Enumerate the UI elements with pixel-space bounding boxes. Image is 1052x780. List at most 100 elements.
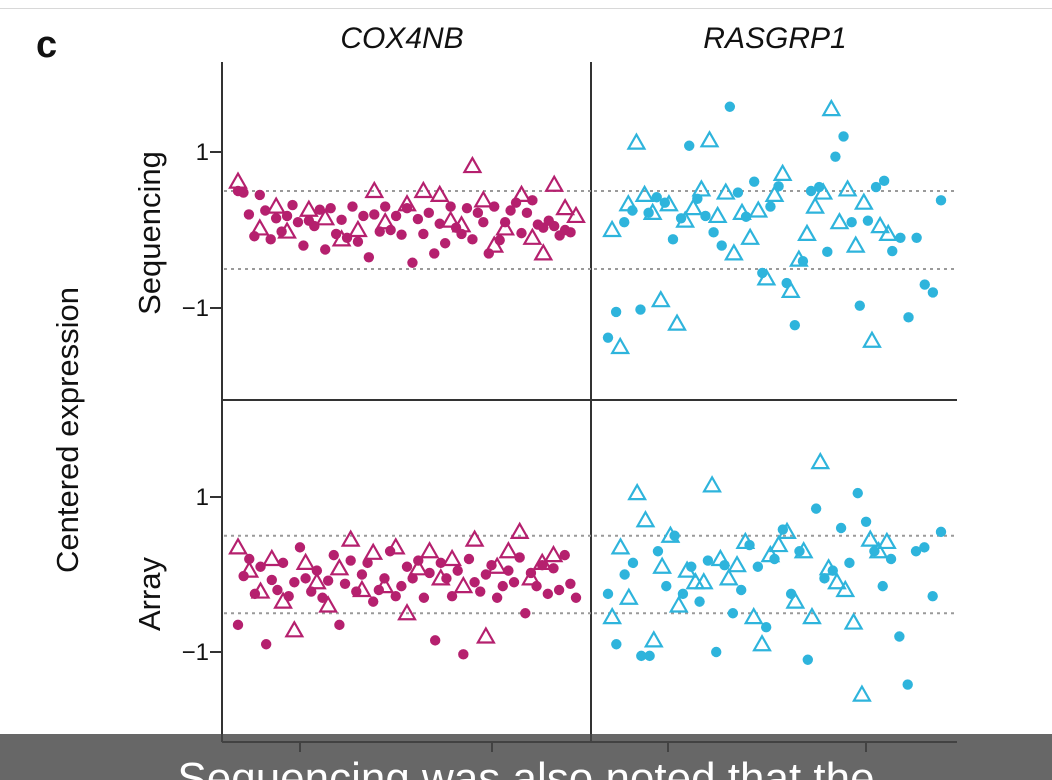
data-point-triangle bbox=[793, 541, 814, 559]
data-point-circle bbox=[903, 312, 914, 323]
data-point-triangle bbox=[643, 630, 664, 648]
data-point-circle bbox=[708, 227, 719, 238]
data-point-circle bbox=[505, 205, 516, 216]
data-point-circle bbox=[635, 304, 646, 315]
data-point-triangle bbox=[870, 215, 890, 234]
data-point-circle bbox=[265, 234, 276, 245]
data-point-circle bbox=[336, 214, 347, 226]
data-point-triangle bbox=[821, 98, 842, 117]
data-point-circle bbox=[463, 553, 475, 565]
data-point-circle bbox=[565, 227, 576, 238]
data-point-triangle bbox=[835, 579, 856, 598]
data-point-triangle bbox=[509, 521, 530, 539]
data-point-circle bbox=[363, 252, 375, 263]
data-point-triangle bbox=[610, 537, 631, 555]
data-point-triangle bbox=[306, 572, 327, 590]
data-point-triangle bbox=[702, 475, 722, 493]
data-point-circle bbox=[724, 101, 736, 112]
data-point-triangle bbox=[727, 554, 747, 573]
data-point-triangle bbox=[385, 537, 406, 555]
data-point-circle bbox=[401, 561, 413, 572]
data-point-circle bbox=[919, 542, 930, 553]
data-point-circle bbox=[362, 557, 373, 569]
data-point-triangle bbox=[250, 581, 271, 599]
data-point-circle bbox=[289, 577, 300, 588]
data-point-triangle bbox=[675, 210, 696, 228]
data-point-circle bbox=[322, 575, 334, 586]
data-point-circle bbox=[935, 526, 947, 538]
data-point-circle bbox=[458, 649, 469, 660]
data-point-circle bbox=[570, 592, 582, 603]
data-point-triangle bbox=[277, 221, 297, 239]
data-point-triangle bbox=[693, 572, 714, 590]
data-point-triangle bbox=[266, 196, 287, 214]
data-point-triangle bbox=[818, 558, 839, 576]
data-point-circle bbox=[429, 248, 440, 259]
data-point-circle bbox=[314, 204, 325, 215]
data-point-circle bbox=[802, 654, 813, 665]
data-point-circle bbox=[424, 567, 435, 579]
data-point-circle bbox=[610, 306, 622, 318]
data-point-triangle bbox=[451, 215, 472, 233]
data-point-triangle bbox=[802, 606, 822, 625]
data-point-triangle bbox=[375, 211, 396, 230]
data-point-circle bbox=[390, 210, 402, 222]
data-point-circle bbox=[822, 246, 833, 258]
data-point-triangle bbox=[732, 202, 752, 220]
data-point-triangle bbox=[768, 534, 789, 553]
data-point-circle bbox=[260, 639, 272, 650]
data-point-circle bbox=[446, 591, 458, 602]
data-point-circle bbox=[760, 622, 772, 633]
data-point-triangle bbox=[743, 606, 764, 625]
data-point-circle bbox=[527, 195, 538, 206]
data-point-circle bbox=[911, 232, 922, 243]
data-point-triangle bbox=[228, 171, 248, 189]
data-point-triangle bbox=[642, 202, 663, 220]
data-point-triangle bbox=[652, 556, 673, 574]
ytick-top-minus1: −1 bbox=[181, 295, 209, 322]
data-point-circle bbox=[611, 639, 622, 650]
data-point-triangle bbox=[273, 591, 293, 609]
data-point-circle bbox=[727, 608, 739, 619]
data-point-triangle bbox=[475, 626, 496, 644]
data-point-circle bbox=[838, 131, 849, 142]
data-point-circle bbox=[514, 552, 525, 563]
data-point-circle bbox=[878, 175, 890, 187]
data-point-circle bbox=[716, 240, 727, 251]
data-point-circle bbox=[287, 199, 298, 211]
data-point-triangle bbox=[845, 235, 866, 253]
data-point-triangle bbox=[748, 200, 769, 218]
data-point-circle bbox=[325, 202, 336, 214]
data-point-circle bbox=[553, 584, 565, 596]
data-point-circle bbox=[636, 650, 647, 662]
data-point-circle bbox=[232, 619, 244, 631]
data-point-circle bbox=[339, 578, 351, 589]
data-point-triangle bbox=[430, 568, 451, 586]
data-point-triangle bbox=[862, 330, 882, 348]
data-point-circle bbox=[439, 238, 451, 249]
ytick-bottom-1: 1 bbox=[195, 484, 209, 511]
data-point-triangle bbox=[374, 575, 395, 594]
data-point-triangle bbox=[667, 313, 687, 331]
data-point-circle bbox=[910, 546, 922, 557]
data-point-circle bbox=[243, 209, 255, 220]
data-point-triangle bbox=[533, 243, 554, 261]
panel-letter: c bbox=[36, 24, 58, 66]
data-point-circle bbox=[483, 248, 494, 259]
data-point-triangle bbox=[618, 587, 639, 605]
data-point-triangle bbox=[602, 606, 623, 625]
data-point-circle bbox=[390, 591, 401, 602]
data-point-triangle bbox=[772, 163, 793, 181]
data-point-circle bbox=[516, 227, 527, 239]
data-point-triangle bbox=[718, 568, 739, 586]
data-point-triangle bbox=[659, 194, 679, 212]
data-point-triangle bbox=[805, 196, 826, 214]
data-point-triangle bbox=[635, 510, 656, 528]
data-point-circle bbox=[298, 240, 309, 251]
data-point-circle bbox=[445, 201, 456, 212]
data-point-triangle bbox=[352, 579, 372, 598]
data-point-circle bbox=[254, 189, 266, 201]
data-point-circle bbox=[521, 207, 533, 219]
data-point-triangle bbox=[464, 529, 485, 547]
data-point-triangle bbox=[363, 542, 384, 560]
